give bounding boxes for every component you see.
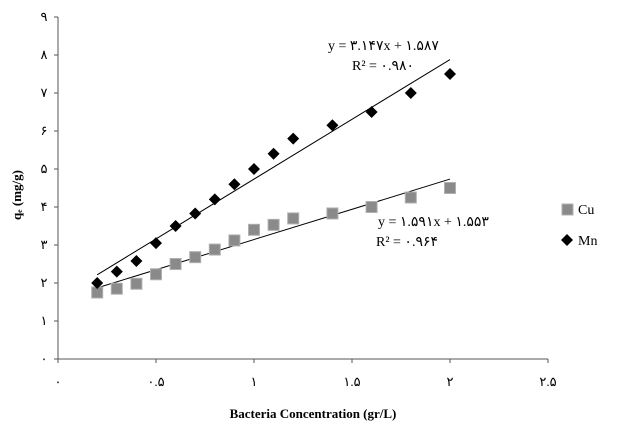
mn-data-point [404,87,417,99]
mn-data-point [208,193,221,206]
mn-data-point [150,237,162,250]
x-tick-label: ۲.۵ [539,374,556,389]
y-tick-label: ۱ [41,313,48,328]
cu-data-point [444,182,456,194]
mn-data-point [267,147,280,160]
x-tick-label: ۱ [251,374,258,389]
x-axis-title: Bacteria Concentration (gr/L) [230,406,397,421]
cu-data-point [208,243,221,256]
y-tick-label: ۳ [41,237,48,252]
legend-cu-marker [561,203,574,216]
cu-data-point [130,277,143,290]
mn-equation: y = ۳.۱۴۷x + ۱.۵۸۷ [328,39,439,54]
mn-data-point [287,132,300,145]
cu-data-point [150,268,162,281]
mn-data-point [130,254,143,267]
data-points [91,68,456,299]
y-axis-title: qₑ (mg/g) [9,170,24,220]
cu-data-point [365,201,378,213]
x-ticks: ۰ ۰.۵ ۱ ۱.۵ ۲ ۲.۵ [55,359,557,389]
y-tick-label: ۴ [41,199,48,214]
x-tick-label: ۰.۵ [147,374,164,389]
cu-data-point [169,258,182,270]
legend-cu-label: Cu [578,203,594,218]
cu-data-point [248,223,260,236]
y-ticks: ۰ ۱ ۲ ۳ ۴ ۵ ۶ ۷ ۸ ۹ [41,9,58,366]
x-tick-label: ۱.۵ [343,374,360,389]
mn-data-point [326,119,339,132]
legend: Cu Mn [561,203,597,249]
mn-data-point [91,277,104,289]
mn-data-point [189,207,202,220]
legend-mn-marker [561,234,573,246]
cu-data-point [326,207,339,220]
mn-data-point [110,265,123,278]
x-tick-label: ۲ [447,374,454,389]
trendlines [96,59,451,289]
cu-data-point [404,191,417,204]
cu-data-point [110,282,123,295]
cu-data-point [228,234,241,247]
cu-equation: y = ۱.۵۹۱x + ۱.۵۵۳ [378,215,489,230]
mn-data-point [248,163,260,175]
y-tick-label: ۵ [41,161,48,176]
y-tick-label: ۰ [41,351,48,366]
mn-data-point [365,106,378,118]
x-tick-label: ۰ [55,374,62,389]
cu-data-point [189,251,202,264]
cu-data-point [267,218,280,231]
mn-data-point [169,220,182,232]
legend-mn-label: Mn [578,234,597,249]
mn-data-point [228,178,241,191]
mn-r2: R² = ۰.۹۸۰ [352,59,414,74]
cu-data-point [287,212,300,225]
y-tick-label: ۶ [41,123,48,138]
y-tick-label: ۹ [41,9,48,24]
mn-data-point [444,68,456,80]
y-tick-label: ۸ [41,47,48,62]
y-tick-label: ۲ [41,275,48,290]
cu-r2: R² = ۰.۹۶۴ [376,235,438,250]
y-tick-label: ۷ [41,85,48,100]
